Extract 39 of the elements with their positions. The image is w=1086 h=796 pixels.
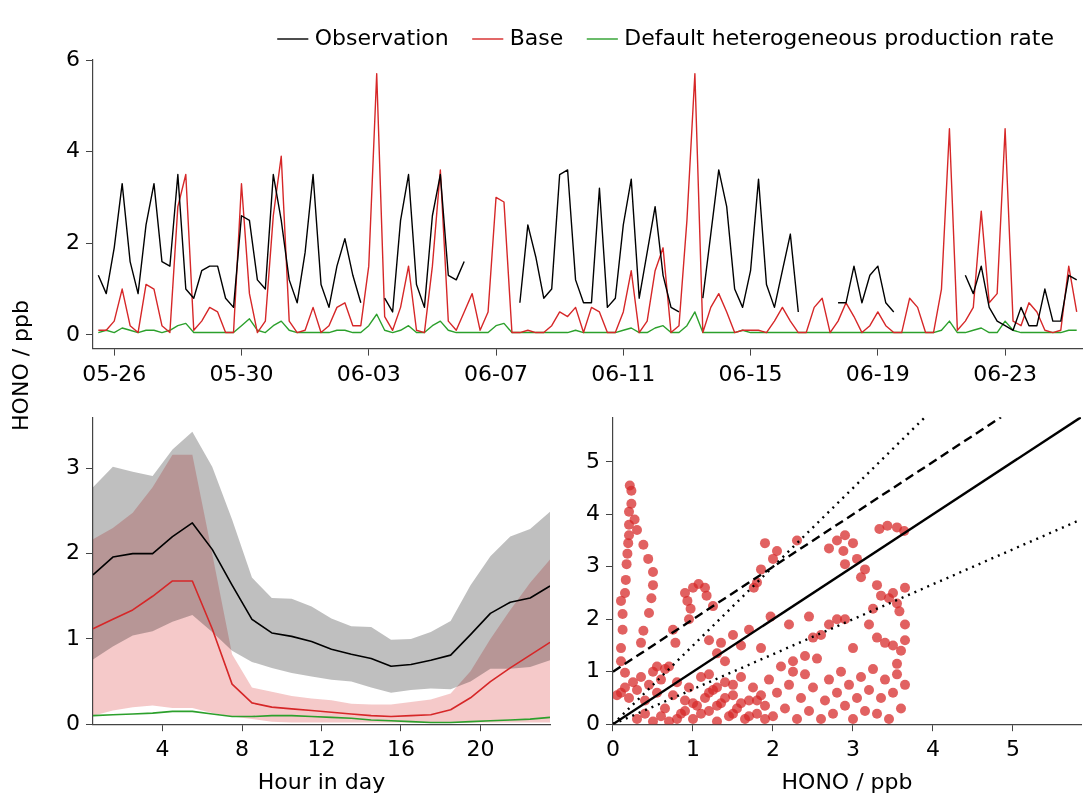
- y-tick-label: 1: [66, 624, 80, 650]
- x-tick-label: 06-15: [718, 360, 783, 386]
- x-tick-label: 05-30: [209, 360, 274, 386]
- x-tick-label: 3: [846, 736, 860, 762]
- y-tick-label: 3: [66, 454, 80, 480]
- x-tick-label: 06-11: [591, 360, 656, 386]
- x-tick-label: 4: [155, 736, 170, 762]
- y-tick-label: 3: [586, 552, 600, 578]
- x-tick-label: 4: [926, 736, 940, 762]
- x-tick-label: 8: [235, 736, 250, 762]
- y-tick-label: 0: [66, 709, 80, 735]
- x-tick-label: 2: [766, 736, 780, 762]
- x-tick-label: 06-19: [845, 360, 910, 386]
- y-tick-label: 2: [586, 604, 600, 630]
- x-tick-label: 06-07: [464, 360, 528, 386]
- x-axis-title: HONO / ppb: [781, 768, 913, 794]
- y-axis-title: HONO / ppb: [8, 300, 33, 431]
- x-tick-label: 16: [386, 736, 415, 762]
- y-tick-label: 4: [66, 137, 80, 163]
- y-tick-label: 1: [586, 657, 600, 683]
- x-tick-label: 12: [307, 736, 336, 762]
- x-tick-label: 20: [466, 736, 495, 762]
- y-tick-label: 2: [66, 539, 80, 565]
- legend-label: Default heterogeneous production rate: [624, 24, 1054, 50]
- y-tick-label: 2: [66, 228, 80, 254]
- x-tick-label: 06-23: [973, 360, 1038, 386]
- y-tick-label: 0: [66, 320, 80, 346]
- x-tick-label: 1: [686, 736, 700, 762]
- y-tick-label: 0: [586, 709, 600, 735]
- y-tick-label: 4: [586, 500, 600, 525]
- y-tick-label: 6: [66, 45, 80, 71]
- y-tick-label: 5: [586, 447, 600, 473]
- x-tick-label: 05-26: [82, 360, 147, 386]
- legend-label: Observation: [314, 24, 449, 50]
- x-tick-label: 06-03: [336, 360, 401, 386]
- x-axis-title: Hour in day: [257, 768, 386, 794]
- x-tick-label: 0: [606, 736, 620, 762]
- legend-label: Base: [509, 24, 564, 50]
- x-tick-label: 5: [1006, 736, 1020, 762]
